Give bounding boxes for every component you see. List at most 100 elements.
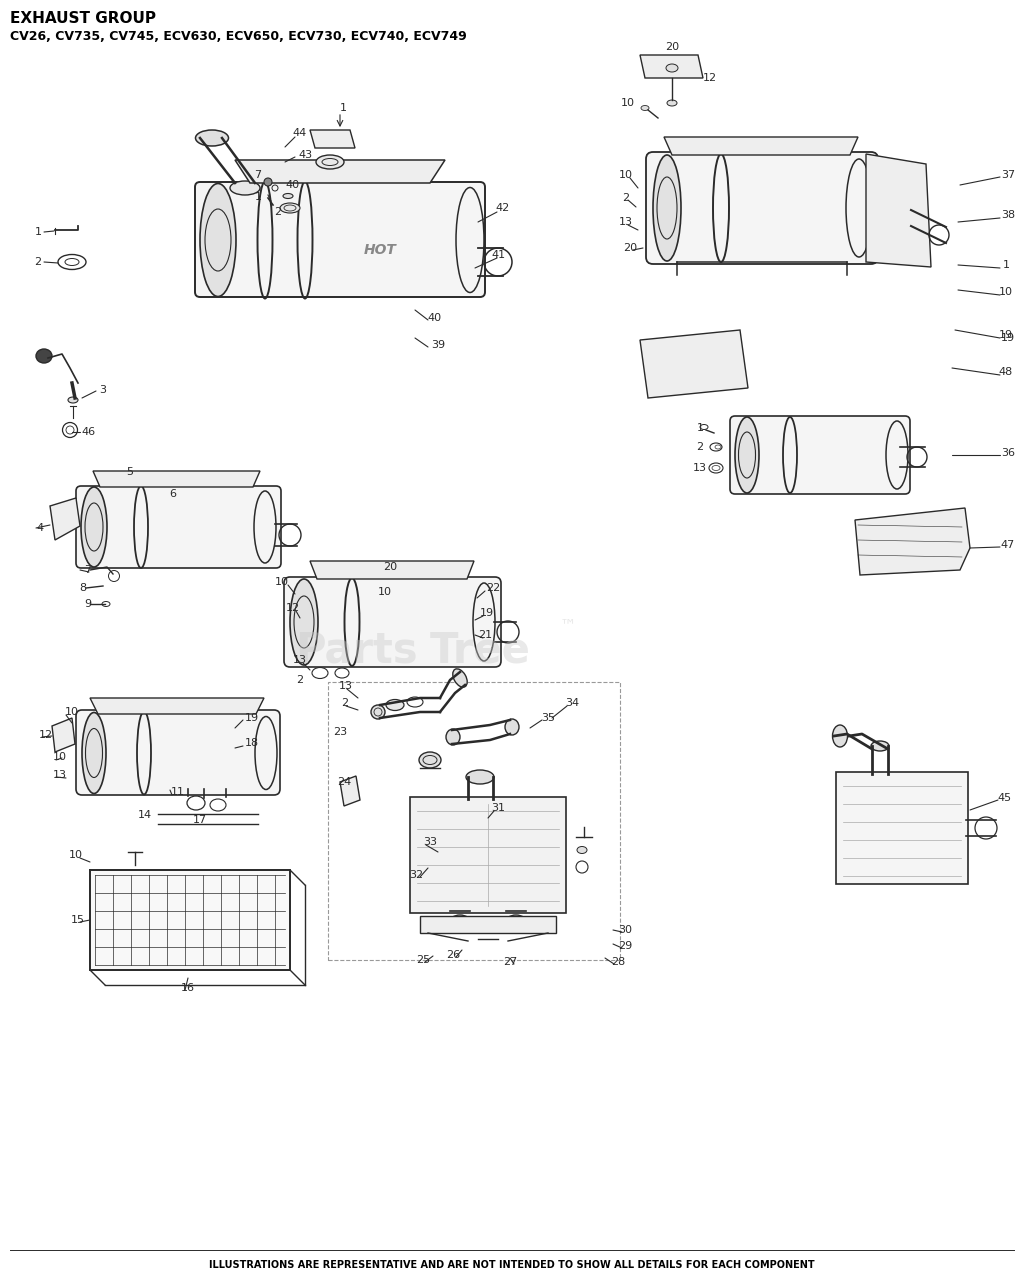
Text: 47: 47 — [1000, 540, 1015, 550]
Text: 12: 12 — [286, 603, 300, 613]
Ellipse shape — [653, 155, 681, 261]
Text: 19: 19 — [1000, 333, 1015, 343]
Text: 10: 10 — [53, 753, 67, 762]
Text: 37: 37 — [1000, 170, 1015, 180]
Text: 13: 13 — [693, 463, 707, 474]
Text: 24: 24 — [337, 777, 351, 787]
Text: 5: 5 — [127, 467, 133, 477]
Text: 8: 8 — [80, 582, 87, 593]
Text: 2: 2 — [274, 207, 282, 218]
Ellipse shape — [283, 193, 293, 198]
Text: 13: 13 — [53, 771, 67, 780]
Text: HOT: HOT — [364, 243, 396, 257]
Polygon shape — [664, 137, 858, 155]
Text: 10: 10 — [65, 707, 79, 717]
Text: 11: 11 — [171, 787, 185, 797]
Text: 2: 2 — [341, 698, 348, 708]
Ellipse shape — [449, 915, 471, 931]
Text: 10: 10 — [378, 588, 392, 596]
Ellipse shape — [833, 724, 848, 748]
Text: 18: 18 — [245, 739, 259, 748]
Text: 12: 12 — [39, 730, 53, 740]
Text: 40: 40 — [428, 314, 442, 323]
Text: 10: 10 — [999, 287, 1013, 297]
Text: Tree: Tree — [430, 628, 530, 671]
Text: 27: 27 — [503, 957, 517, 966]
Text: ™: ™ — [560, 616, 577, 634]
Text: 14: 14 — [138, 810, 152, 820]
Ellipse shape — [667, 100, 677, 106]
Text: 4: 4 — [37, 524, 44, 532]
Ellipse shape — [577, 846, 587, 854]
Text: 42: 42 — [496, 204, 510, 212]
Ellipse shape — [371, 705, 385, 719]
Text: 1: 1 — [696, 422, 703, 433]
Text: Parts: Parts — [295, 628, 418, 671]
Text: 19: 19 — [999, 330, 1013, 340]
Polygon shape — [855, 508, 970, 575]
Ellipse shape — [446, 730, 460, 745]
Text: 1: 1 — [1002, 260, 1010, 270]
Ellipse shape — [264, 178, 272, 186]
FancyBboxPatch shape — [836, 772, 968, 884]
Text: 1: 1 — [340, 102, 346, 113]
Ellipse shape — [505, 719, 519, 735]
Ellipse shape — [82, 713, 106, 794]
FancyBboxPatch shape — [646, 152, 878, 264]
Polygon shape — [52, 718, 75, 753]
Text: 22: 22 — [485, 582, 500, 593]
Text: 13: 13 — [618, 218, 633, 227]
Polygon shape — [90, 698, 264, 714]
Text: 15: 15 — [71, 915, 85, 925]
Polygon shape — [640, 55, 703, 78]
Text: 2: 2 — [35, 257, 42, 268]
Text: 2: 2 — [696, 442, 703, 452]
Text: 44: 44 — [293, 128, 307, 138]
Text: 45: 45 — [998, 794, 1012, 803]
Polygon shape — [640, 330, 748, 398]
Text: 19: 19 — [480, 608, 494, 618]
Ellipse shape — [871, 741, 889, 751]
Text: 46: 46 — [81, 428, 95, 436]
Polygon shape — [50, 498, 80, 540]
Ellipse shape — [641, 105, 649, 110]
Ellipse shape — [36, 349, 52, 364]
Text: 20: 20 — [383, 562, 397, 572]
Polygon shape — [234, 160, 445, 183]
FancyBboxPatch shape — [76, 486, 281, 568]
Text: 3: 3 — [99, 385, 106, 396]
Polygon shape — [310, 131, 355, 148]
Text: ILLUSTRATIONS ARE REPRESENTATIVE AND ARE NOT INTENDED TO SHOW ALL DETAILS FOR EA: ILLUSTRATIONS ARE REPRESENTATIVE AND ARE… — [209, 1260, 815, 1270]
Text: 25: 25 — [416, 955, 430, 965]
FancyBboxPatch shape — [284, 577, 501, 667]
FancyBboxPatch shape — [195, 182, 485, 297]
Ellipse shape — [81, 486, 106, 567]
Polygon shape — [420, 916, 556, 933]
Ellipse shape — [230, 180, 260, 195]
Text: 13: 13 — [339, 681, 353, 691]
Text: 33: 33 — [423, 837, 437, 847]
Text: 36: 36 — [1001, 448, 1015, 458]
Text: 41: 41 — [490, 250, 505, 260]
Text: 6: 6 — [170, 489, 176, 499]
Text: 38: 38 — [1000, 210, 1015, 220]
Text: 20: 20 — [623, 243, 637, 253]
Polygon shape — [90, 870, 290, 970]
Ellipse shape — [466, 771, 494, 783]
FancyBboxPatch shape — [730, 416, 910, 494]
Text: 34: 34 — [565, 698, 579, 708]
Text: 43: 43 — [298, 150, 312, 160]
Text: 32: 32 — [409, 870, 423, 881]
Ellipse shape — [200, 183, 236, 297]
Text: 28: 28 — [611, 957, 625, 966]
Text: 12: 12 — [702, 73, 717, 83]
Text: 40: 40 — [285, 180, 299, 189]
Polygon shape — [866, 154, 931, 268]
Ellipse shape — [453, 669, 467, 687]
FancyBboxPatch shape — [410, 797, 566, 913]
FancyBboxPatch shape — [76, 710, 280, 795]
Text: 26: 26 — [445, 950, 460, 960]
Bar — [328, 682, 620, 960]
Ellipse shape — [419, 751, 441, 768]
Text: 10: 10 — [618, 170, 633, 180]
